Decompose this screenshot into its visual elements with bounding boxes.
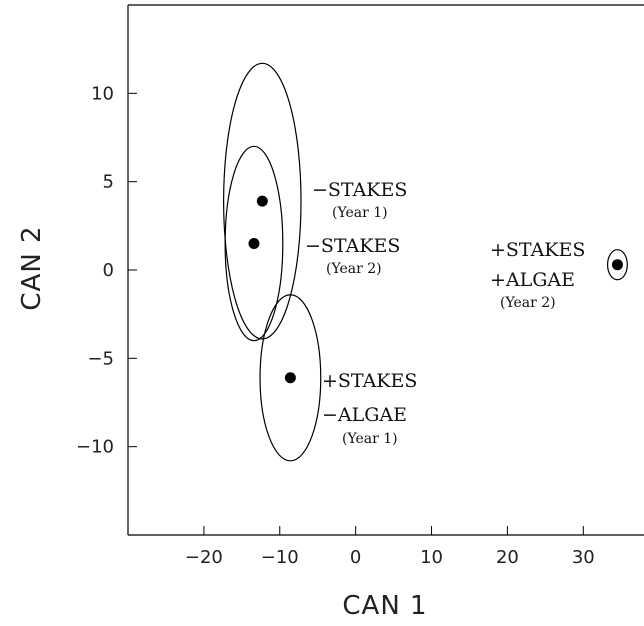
- group-label-stakes-plus-algae-plus-line1: +STAKES: [490, 239, 585, 261]
- group-label-stakes-plus-algae-plus-line2: +ALGAE: [490, 269, 575, 291]
- group-label-stakes-minus-y1-line1: −STAKES: [312, 179, 407, 201]
- axes: 10 5 0 −5 −10 −20 −10 0 10 20 30: [76, 4, 644, 568]
- group-label-stakes-plus-algae-minus-line3: (Year 1): [342, 431, 398, 447]
- group-label-stakes-minus-y1-line2: (Year 1): [332, 205, 388, 221]
- x-tick-label: 10: [420, 547, 443, 568]
- x-tick-label: 30: [572, 547, 595, 568]
- group-label-stakes-minus-y2-line1: −STAKES: [305, 235, 400, 257]
- x-tick-label: 0: [350, 547, 361, 568]
- confidence-ellipse-stakes-minus-y2: [224, 145, 284, 342]
- y-tick-label: 5: [103, 172, 114, 193]
- group-label-stakes-plus-algae-minus-line2: −ALGAE: [322, 404, 407, 426]
- y-tick-label: −5: [87, 348, 114, 369]
- x-axis-title: CAN 1: [342, 591, 427, 621]
- y-tick-label: 10: [91, 83, 114, 104]
- x-tick-label: 20: [496, 547, 519, 568]
- x-tick-label: −20: [185, 547, 223, 568]
- centroid-point-stakes-minus-y1: [256, 195, 268, 207]
- y-tick-label: 0: [103, 260, 114, 281]
- chart-marks: [223, 62, 628, 462]
- confidence-ellipse-stakes-plus-algae-plus-y2: [606, 249, 628, 281]
- y-axis-title: CAN 2: [17, 225, 47, 310]
- y-tick-label: −10: [76, 437, 114, 458]
- x-tick-label: −10: [261, 547, 299, 568]
- centroid-point-stakes-minus-y2: [248, 238, 260, 249]
- group-label-stakes-plus-algae-minus-line1: +STAKES: [322, 370, 417, 392]
- confidence-ellipse-stakes-minus-y1: [223, 62, 302, 340]
- group-label-stakes-plus-algae-plus-line3: (Year 2): [500, 295, 556, 311]
- group-label-stakes-minus-y2-line2: (Year 2): [326, 261, 382, 277]
- confidence-ellipse-stakes-plus-algae-minus-y1: [259, 294, 322, 462]
- centroid-point-stakes-plus-algae-minus-y1: [284, 372, 296, 384]
- group-labels: −STAKES (Year 1) −STAKES (Year 2) +STAKE…: [305, 179, 585, 447]
- centroid-point-stakes-plus-algae-plus-y2: [611, 259, 623, 271]
